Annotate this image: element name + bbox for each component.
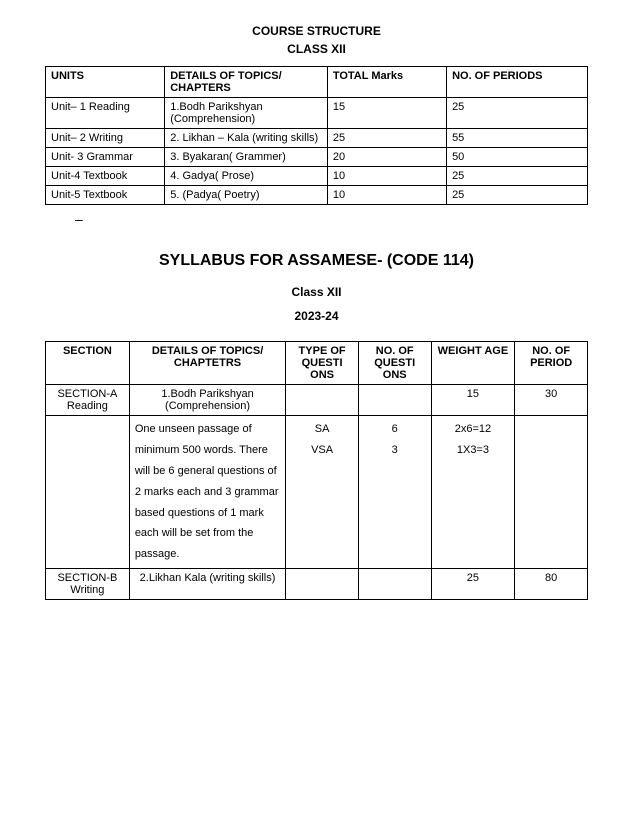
cell: 25 [327,129,446,148]
col-weight: WEIGHT AGE [431,342,515,385]
col-type: TYPE OF QUESTI ONS [286,342,359,385]
cell: 30 [515,385,588,416]
cell [515,416,588,569]
cell [286,385,359,416]
cell: SA VSA [286,416,359,569]
course-structure-table: UNITS DETAILS OF TOPICS/ CHAPTERS TOTAL … [45,66,588,205]
col-periods: NO. OF PERIODS [447,67,588,98]
table-row: Unit-5 Textbook 5. (Padya( Poetry) 10 25 [46,186,588,205]
cell: Unit– 1 Reading [46,98,165,129]
cell: 2x6=12 1X3=3 [431,416,515,569]
cell: One unseen passage of minimum 500 words.… [129,416,285,569]
col-details: DETAILS OF TOPICS/ CHAPTETRS [129,342,285,385]
class-heading: CLASS XII [45,42,588,56]
dash-mark: – [75,211,588,227]
cell: 50 [447,148,588,167]
cell: Unit-5 Textbook [46,186,165,205]
cell: Unit-4 Textbook [46,167,165,186]
cell: 80 [515,569,588,600]
cell: 3. Byakaran( Grammer) [165,148,328,167]
table-header-row: SECTION DETAILS OF TOPICS/ CHAPTETRS TYP… [46,342,588,385]
table-row: Unit– 2 Writing 2. Likhan – Kala (writin… [46,129,588,148]
syllabus-title: SYLLABUS FOR ASSAMESE- (CODE 114) [45,252,588,270]
table-row: Unit– 1 Reading 1.Bodh Parikshyan (Compr… [46,98,588,129]
cell: 4. Gadya( Prose) [165,167,328,186]
cell: 2. Likhan – Kala (writing skills) [165,129,328,148]
cell [358,569,431,600]
cell [358,385,431,416]
col-section: SECTION [46,342,130,385]
course-structure-heading: COURSE STRUCTURE [45,24,588,38]
cell: 20 [327,148,446,167]
cell: SECTION-A Reading [46,385,130,416]
cell: Unit– 2 Writing [46,129,165,148]
cell: 15 [327,98,446,129]
table-row: Unit-4 Textbook 4. Gadya( Prose) 10 25 [46,167,588,186]
syllabus-class: Class XII [45,285,588,299]
cell: 1.Bodh Parikshyan (Comprehension) [129,385,285,416]
cell: 25 [447,167,588,186]
table-header-row: UNITS DETAILS OF TOPICS/ CHAPTERS TOTAL … [46,67,588,98]
cell: 10 [327,186,446,205]
cell: 10 [327,167,446,186]
cell: 25 [447,98,588,129]
cell: 15 [431,385,515,416]
table-row: One unseen passage of minimum 500 words.… [46,416,588,569]
cell: 55 [447,129,588,148]
cell: 25 [447,186,588,205]
cell: Unit- 3 Grammar [46,148,165,167]
col-details: DETAILS OF TOPICS/ CHAPTERS [165,67,328,98]
cell: 1.Bodh Parikshyan (Comprehension) [165,98,328,129]
cell: 25 [431,569,515,600]
col-units: UNITS [46,67,165,98]
col-period: NO. OF PERIOD [515,342,588,385]
table-row: SECTION-A Reading 1.Bodh Parikshyan (Com… [46,385,588,416]
col-marks: TOTAL Marks [327,67,446,98]
cell [46,416,130,569]
cell [286,569,359,600]
syllabus-table: SECTION DETAILS OF TOPICS/ CHAPTETRS TYP… [45,341,588,600]
syllabus-year: 2023-24 [45,309,588,323]
cell: 6 3 [358,416,431,569]
cell: SECTION-B Writing [46,569,130,600]
col-noq: NO. OF QUESTI ONS [358,342,431,385]
cell: 2.Likhan Kala (writing skills) [129,569,285,600]
table-row: SECTION-B Writing 2.Likhan Kala (writing… [46,569,588,600]
table-row: Unit- 3 Grammar 3. Byakaran( Grammer) 20… [46,148,588,167]
cell: 5. (Padya( Poetry) [165,186,328,205]
